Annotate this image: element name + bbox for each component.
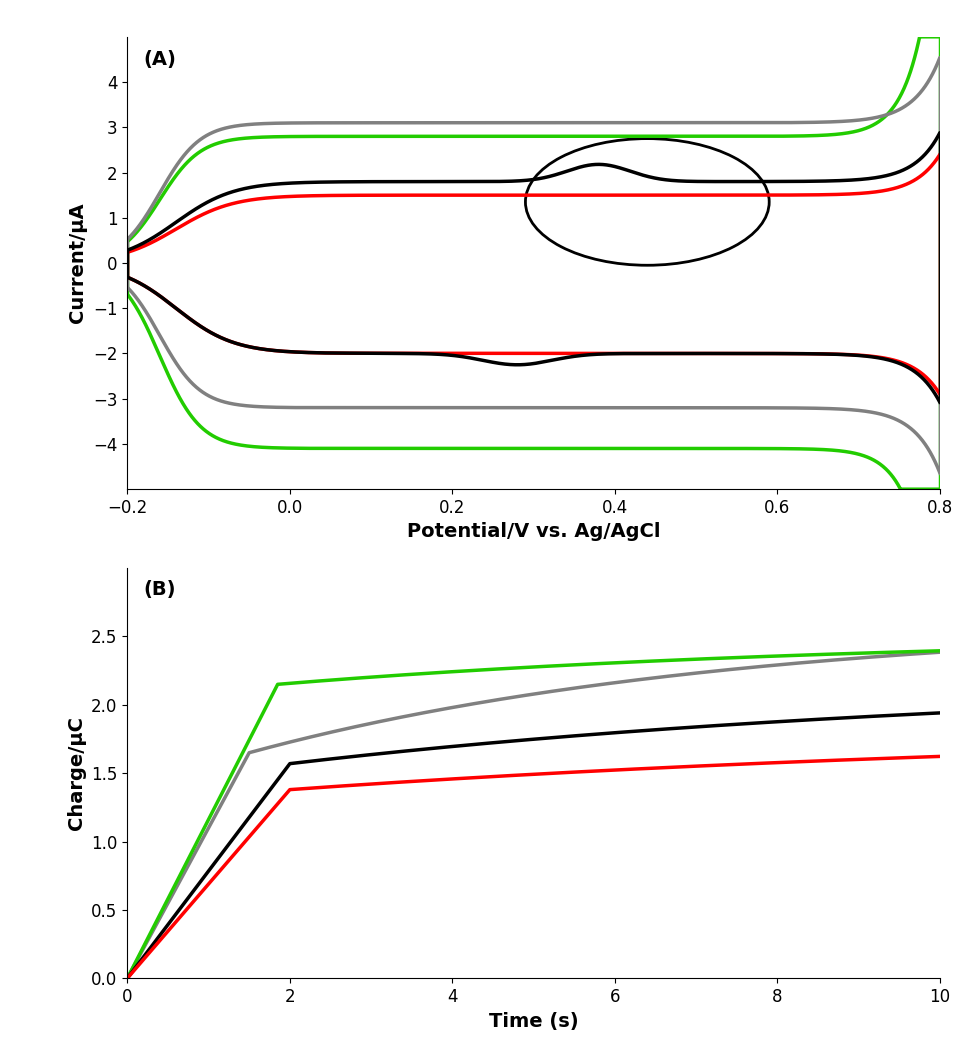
Text: (A): (A) [144,50,176,69]
Y-axis label: Charge/μC: Charge/μC [67,716,85,830]
X-axis label: Time (s): Time (s) [488,1012,578,1031]
Text: (B): (B) [144,581,176,600]
Y-axis label: Current/μA: Current/μA [68,203,87,323]
X-axis label: Potential/V vs. Ag/AgCl: Potential/V vs. Ag/AgCl [407,523,659,542]
